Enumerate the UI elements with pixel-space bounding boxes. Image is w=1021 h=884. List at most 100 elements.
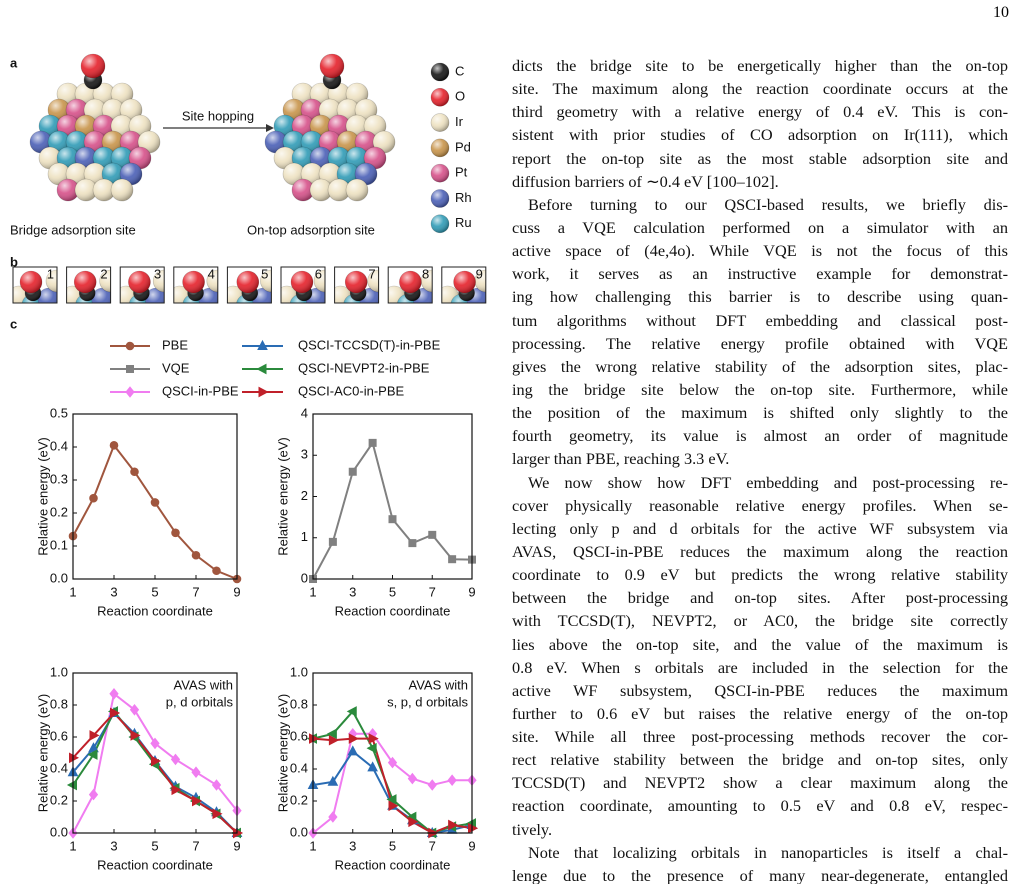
atom-shade	[93, 147, 115, 169]
atom-shade	[319, 163, 341, 185]
x-tick-label: 1	[309, 584, 316, 599]
marker	[89, 493, 98, 503]
x-tick-label: 3	[110, 838, 117, 853]
atom-shade	[310, 83, 332, 105]
marker	[448, 555, 457, 564]
x-tick-label: 1	[309, 838, 316, 853]
marker	[257, 339, 268, 350]
atom-shade	[431, 113, 449, 132]
element-label: Pd	[455, 139, 471, 154]
marker	[212, 566, 221, 576]
geometry-label: 9	[476, 266, 483, 281]
thumbnail	[227, 269, 272, 303]
atom-shade	[431, 63, 449, 81]
text-line: ing how challenging this barrier is to d…	[512, 287, 1008, 307]
element-label: Ir	[455, 114, 464, 129]
element-label: Pt	[455, 165, 468, 180]
x-tick-label: 5	[389, 584, 396, 599]
y-tick-label: 3	[301, 447, 308, 462]
marker	[109, 441, 119, 450]
atom-shade	[128, 271, 151, 293]
atom-shade	[346, 147, 368, 169]
element-label: O	[455, 89, 465, 104]
atom-shade	[346, 179, 368, 201]
thumbnail-frame	[387, 266, 433, 304]
x-axis-label: Reaction coordinate	[97, 603, 213, 618]
marker	[211, 779, 222, 791]
panel-label: b	[10, 254, 18, 269]
atom-shade	[453, 271, 476, 293]
text-line: with TCCSD(T), NEVPT2, or AC0, the bridg…	[512, 611, 1008, 631]
atom-shade	[474, 270, 486, 292]
atom-shade	[355, 99, 377, 121]
atom-shade	[319, 131, 341, 153]
atom-shade	[274, 115, 296, 137]
marker	[408, 816, 419, 828]
atom-shade	[66, 131, 88, 153]
y-tick-label: 0.2	[50, 504, 68, 519]
atom-shade	[292, 179, 314, 201]
atom-shade	[328, 179, 350, 201]
series-line	[72, 443, 238, 579]
y-axis-label: Relative energy (eV)	[275, 437, 290, 556]
atom-shade	[292, 83, 314, 105]
text-line: active WF subsystem, QSCI-in-PBE reduces…	[512, 680, 1008, 700]
y-tick-label: 0.4	[50, 760, 68, 775]
thumbnail	[173, 269, 218, 303]
text-line: reaction coordinate, amounting to 0.5 eV…	[512, 796, 1008, 816]
text-line: sistent with prior studies of CO adsorpt…	[512, 125, 1008, 145]
x-tick-label: 7	[429, 584, 436, 599]
atom-shade	[111, 115, 133, 137]
marker	[256, 363, 267, 375]
atom-shade	[57, 115, 79, 137]
atom-shade	[355, 163, 377, 185]
atom-shade	[364, 115, 386, 137]
arrow-label: Site hopping	[182, 108, 254, 123]
text-line: Note that localizing orbitals in nanopar…	[528, 842, 1008, 862]
text-line: cover physically reasonable relative ene…	[512, 495, 1008, 515]
atom-shade	[111, 147, 133, 169]
y-tick-label: 0.2	[50, 792, 68, 807]
y-axis-label: Relative energy (eV)	[275, 694, 290, 813]
atom-shade	[66, 163, 88, 185]
legend-label: VQE	[162, 360, 190, 375]
atom-shade	[431, 138, 449, 157]
marker	[366, 742, 377, 754]
axes-frame	[312, 672, 473, 834]
text-line: Before turning to our QSCI-based results…	[528, 194, 1008, 214]
atom-shade	[337, 163, 359, 185]
marker	[66, 779, 77, 791]
y-tick-label: 2	[301, 488, 308, 503]
atom-shade	[399, 271, 422, 293]
geometry-label: 5	[261, 266, 268, 281]
y-tick-label: 0	[301, 570, 308, 585]
x-tick-label: 5	[389, 838, 396, 853]
marker	[388, 515, 397, 524]
site-label: On-top adsorption site	[247, 222, 375, 237]
atom-shade	[30, 131, 52, 153]
atom-shade	[48, 163, 70, 185]
y-tick-label: 0.2	[290, 792, 308, 807]
y-tick-label: 1	[301, 529, 308, 544]
y-axis-label: Relative energy (eV)	[35, 437, 50, 556]
thumbnail	[13, 269, 57, 303]
marker	[150, 498, 160, 507]
atom-shade	[93, 179, 115, 201]
atom-shade	[57, 83, 79, 105]
atom-shade	[236, 271, 259, 293]
x-axis-label: Reaction coordinate	[335, 857, 451, 872]
atom-shade	[283, 131, 305, 153]
text-line: TCCSD(T) and NEVPT2 show a clear maximum…	[512, 773, 1008, 793]
atom-shade	[320, 54, 344, 78]
marker	[448, 819, 459, 831]
x-tick-label: 9	[233, 838, 240, 853]
panel-label: c	[10, 316, 17, 331]
atom-shade	[84, 131, 106, 153]
x-tick-label: 3	[110, 584, 117, 599]
nanoparticle	[264, 53, 396, 202]
annotation: AVAS with	[409, 677, 468, 692]
text-line: the position of the maximum is shifted o…	[512, 403, 1008, 423]
marker	[191, 550, 201, 560]
atom-shade	[337, 99, 359, 121]
thumbnail	[120, 269, 165, 303]
